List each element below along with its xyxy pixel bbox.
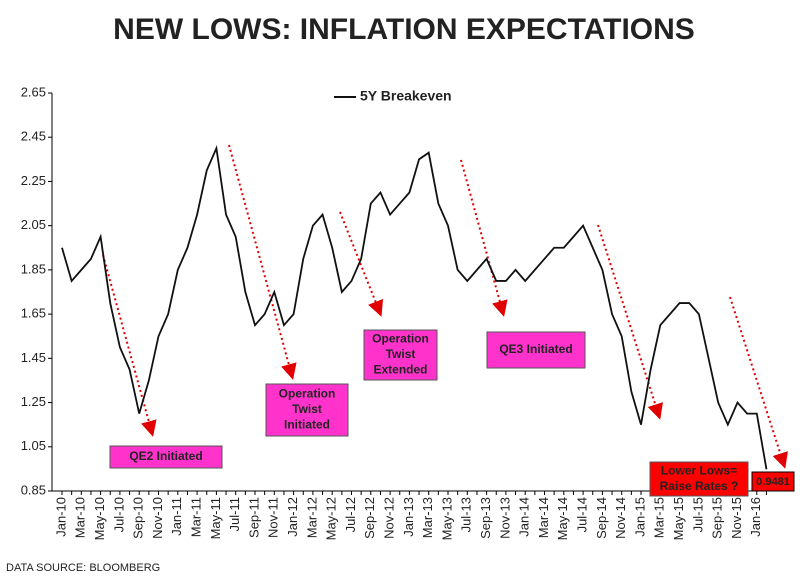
x-tick-label: Sep-14 bbox=[594, 497, 609, 539]
y-tick-label: 1.45 bbox=[21, 350, 46, 365]
y-tick-label: 2.25 bbox=[21, 173, 46, 188]
y-tick-label: 2.45 bbox=[21, 129, 46, 144]
x-tick-label: Jan-11 bbox=[169, 497, 184, 536]
x-tick-label: Nov-15 bbox=[729, 497, 744, 539]
y-tick-label: 2.05 bbox=[21, 217, 46, 232]
x-tick-label: May-11 bbox=[208, 497, 223, 539]
annotation-box bbox=[486, 331, 586, 369]
y-tick-label: 0.85 bbox=[21, 482, 46, 497]
arrow bbox=[102, 254, 157, 437]
x-tick-label: Jul-13 bbox=[459, 497, 474, 532]
annotation-text: QE2 Initiated bbox=[129, 449, 202, 463]
arrow bbox=[597, 224, 663, 420]
x-tick-label: Jul-14 bbox=[575, 497, 590, 532]
x-tick-label: Jan-15 bbox=[632, 497, 647, 537]
x-tick-label: Sep-15 bbox=[710, 497, 725, 539]
x-tick-label: Mar-11 bbox=[189, 497, 204, 537]
arrow bbox=[339, 211, 384, 317]
x-tick-label: Jan-13 bbox=[401, 497, 416, 537]
y-tick-label: 2.65 bbox=[21, 84, 46, 99]
arrow bbox=[228, 144, 297, 380]
annotation-box bbox=[649, 461, 749, 497]
x-tick-label: Jul-10 bbox=[111, 497, 126, 532]
x-tick-label: Jul-12 bbox=[343, 497, 358, 532]
source-note: DATA SOURCE: BLOOMBERG bbox=[6, 562, 160, 574]
x-tick-label: Sep-10 bbox=[131, 497, 146, 539]
annotation-text: Initiated bbox=[284, 418, 330, 432]
x-tick-label: May-14 bbox=[555, 497, 570, 540]
series-line bbox=[61, 145, 768, 470]
x-tick-label: Sep-11 bbox=[246, 497, 261, 538]
annotation-text: Operation bbox=[279, 387, 336, 401]
x-tick-label: Sep-13 bbox=[478, 497, 493, 539]
x-tick-label: May-13 bbox=[439, 497, 454, 540]
x-tick-label: Nov-11 bbox=[266, 497, 281, 538]
x-tick-label: Nov-10 bbox=[150, 497, 165, 539]
x-tick-label: Jan-16 bbox=[748, 497, 763, 537]
x-tick-label: Mar-15 bbox=[652, 497, 667, 538]
annotation-text: Extended bbox=[373, 363, 427, 377]
annotation-text: Twist bbox=[292, 402, 322, 416]
x-tick-label: Nov-14 bbox=[613, 497, 628, 539]
annotation-text: Raise Rates ? bbox=[660, 479, 739, 493]
annotation-box bbox=[265, 383, 349, 437]
arrows bbox=[102, 144, 788, 469]
x-tick-label: Jul-15 bbox=[690, 497, 705, 532]
annotation-box bbox=[109, 445, 223, 469]
x-tick-label: Nov-13 bbox=[497, 497, 512, 539]
x-tick-label: Mar-13 bbox=[420, 497, 435, 538]
annotation-text: Operation bbox=[372, 332, 429, 346]
x-tick-label: Jan-14 bbox=[517, 497, 532, 537]
arrow bbox=[460, 159, 508, 317]
annotation-text: Twist bbox=[386, 347, 416, 361]
x-tick-label: Mar-12 bbox=[304, 497, 319, 538]
annotation-text: Lower Lows= bbox=[661, 463, 737, 477]
x-tick-label: Jan-12 bbox=[285, 497, 300, 537]
y-tick-label: 1.85 bbox=[21, 261, 46, 276]
x-tick-label: May-15 bbox=[671, 497, 686, 540]
annotation-text: QE3 Initiated bbox=[499, 342, 572, 356]
y-tick-label: 1.05 bbox=[21, 438, 46, 453]
y-tick-label: 1.65 bbox=[21, 306, 46, 321]
x-tick-label: May-10 bbox=[92, 497, 107, 540]
annotation-box bbox=[363, 329, 438, 381]
x-tick-label: Jul-11 bbox=[227, 497, 242, 531]
x-tick-label: Nov-12 bbox=[382, 497, 397, 539]
last-value-box bbox=[751, 471, 795, 492]
x-tick-label: Sep-12 bbox=[362, 497, 377, 539]
arrow bbox=[729, 296, 788, 469]
y-tick-label: 1.25 bbox=[21, 394, 46, 409]
x-tick-label: Jan-10 bbox=[53, 497, 68, 537]
x-tick-label: May-12 bbox=[324, 497, 339, 540]
legend-label: 5Y Breakeven bbox=[360, 88, 452, 104]
last-value-label: 0.9481 bbox=[756, 476, 790, 488]
x-tick-label: Mar-10 bbox=[73, 497, 88, 538]
chart-title: NEW LOWS: INFLATION EXPECTATIONS bbox=[113, 13, 695, 46]
x-tick-label: Mar-14 bbox=[536, 497, 551, 538]
